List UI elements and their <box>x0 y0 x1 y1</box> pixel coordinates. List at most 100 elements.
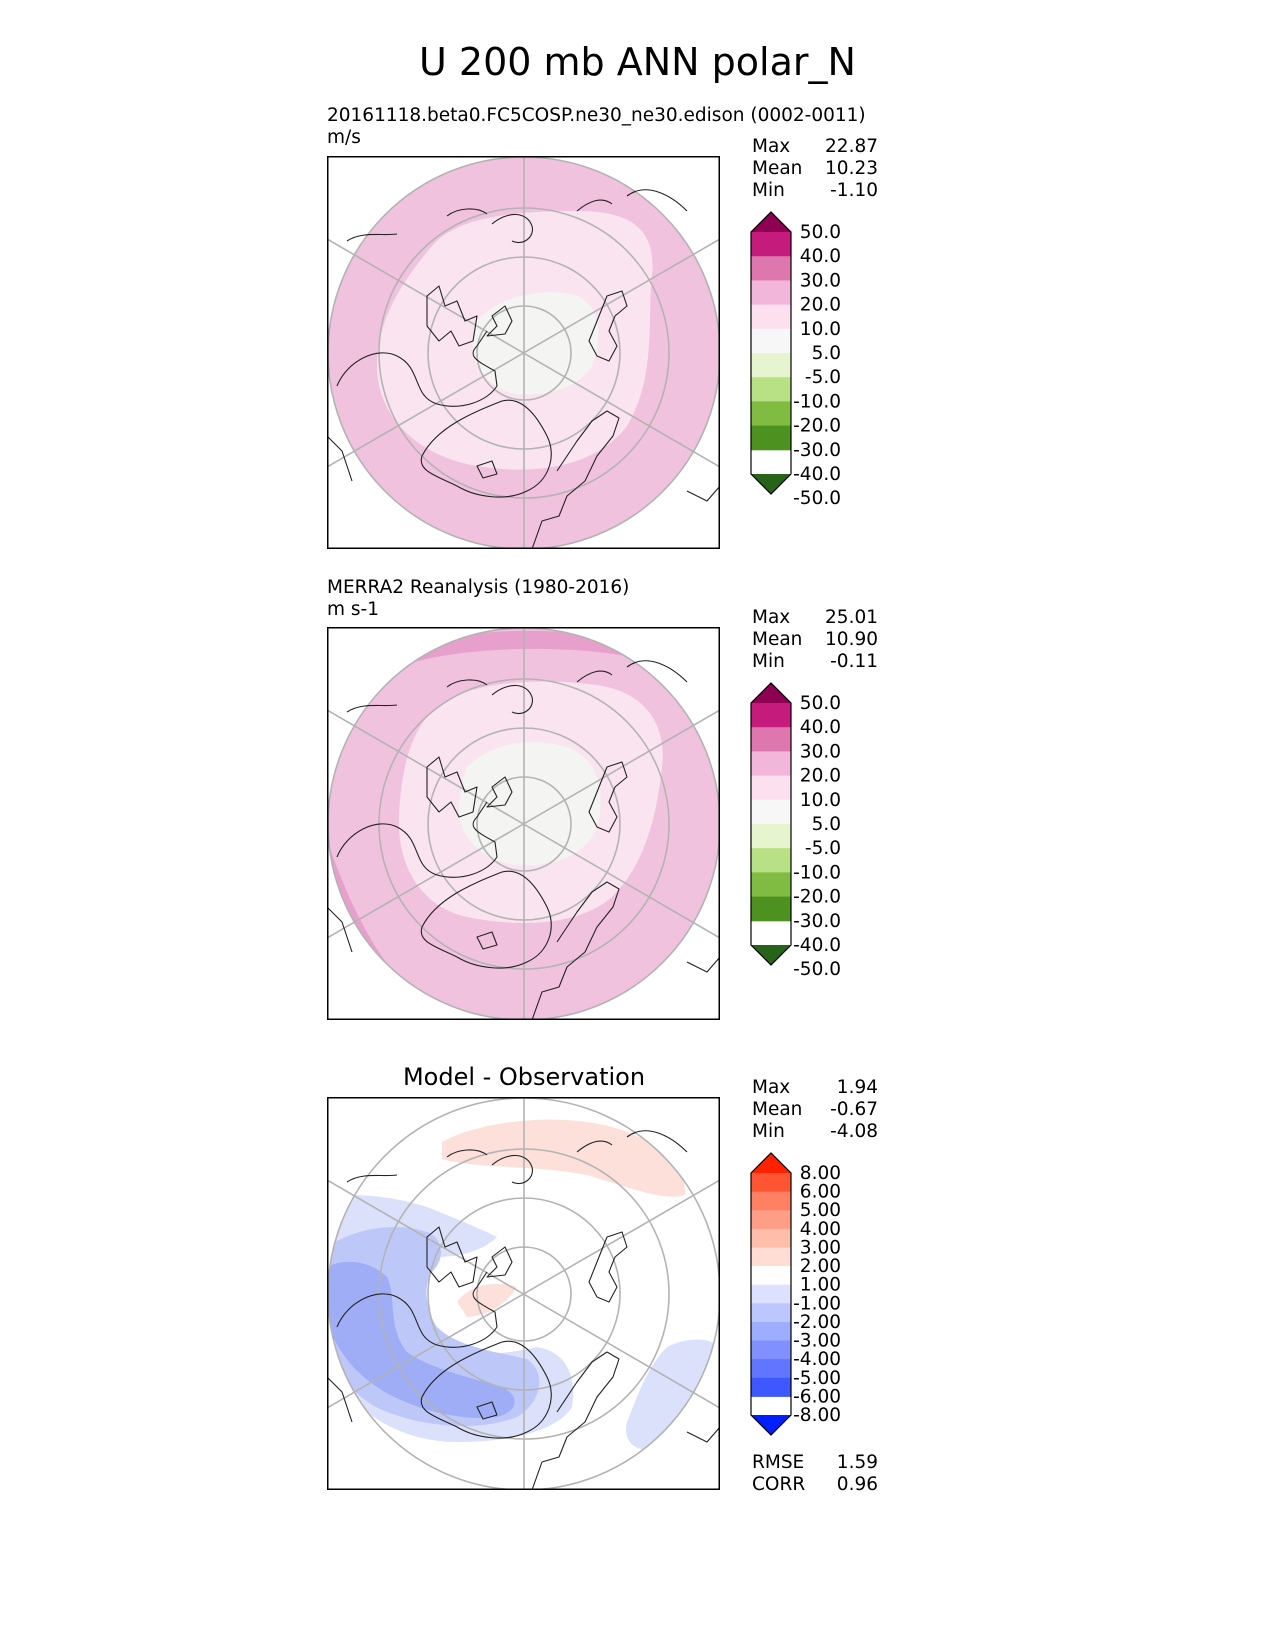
stat-min: Min -4.08 <box>752 1121 878 1142</box>
field-pole <box>458 742 601 866</box>
colorbar-outline <box>750 682 792 966</box>
colorbar-tick-label: 2.00 <box>800 1256 841 1277</box>
colorbar-tick-label: 40.0 <box>800 246 841 267</box>
panel-3-title: Model - Observation <box>402 1063 646 1091</box>
colorbar-tick-label: 20.0 <box>800 766 841 787</box>
metric-rmse: RMSE 1.59 <box>752 1452 878 1473</box>
colorbar-tick-label: -30.0 <box>793 911 841 932</box>
colorbar-segment <box>751 1377 791 1397</box>
panel-1-units: m/s <box>327 127 361 148</box>
panel-1-stats: Max 22.87 Mean 10.23 Min -1.10 <box>752 136 878 202</box>
colorbar-panel-3: 8.006.005.004.003.002.001.00-1.00-2.00-3… <box>750 1152 841 1436</box>
colorbar-tick-label: -20.0 <box>793 416 841 437</box>
colorbar-tick-label: -8.00 <box>793 1405 841 1426</box>
colorbar-segment <box>751 1247 791 1267</box>
colorbar-segment <box>751 1228 791 1248</box>
colorbar-tick-label: -5.0 <box>805 838 841 859</box>
stat-mean: Mean 10.23 <box>752 158 878 179</box>
coastlines <box>327 1130 720 1490</box>
colorbar-extend-max <box>751 212 791 232</box>
stat-max: Max 22.87 <box>752 136 878 157</box>
coastlines <box>327 189 720 549</box>
colorbar-tick-label: -20.0 <box>793 887 841 908</box>
colorbar-outline <box>750 1152 792 1436</box>
map-panel-2 <box>327 627 720 1020</box>
colorbar-tick-label: -5.00 <box>793 1368 841 1389</box>
colorbar-segment <box>751 1340 791 1360</box>
colorbar-segment <box>751 353 791 378</box>
metric-corr: CORR 0.96 <box>752 1474 878 1495</box>
map-frame <box>327 1097 720 1490</box>
colorbar-panel-2: 50.0 40.0 30.0 20.0 10.0 5.0 -5.0 -10.0 -20.0 -30… <box>750 682 841 980</box>
colorbar-tick-label: 8.00 <box>800 1163 841 1184</box>
stat-mean: Mean 10.90 <box>752 629 878 650</box>
colorbar-tick-label: 30.0 <box>800 741 841 762</box>
colorbar-segment <box>751 328 791 354</box>
colorbar-segment <box>751 1284 791 1304</box>
colorbar-segment <box>751 425 791 451</box>
colorbar-segment <box>751 1210 791 1230</box>
stat-min: Min -1.10 <box>752 180 878 201</box>
colorbar-extend-max <box>751 683 791 703</box>
colorbar-segment <box>751 703 791 728</box>
colorbar-tick-label: 1.00 <box>800 1275 841 1296</box>
colorbar-tick-label: 5.0 <box>812 343 841 364</box>
colorbar-extend-max <box>751 1153 791 1173</box>
colorbar-tick-label: -2.00 <box>793 1312 841 1333</box>
colorbar-segment <box>751 896 791 922</box>
field-positive-band <box>442 1119 686 1197</box>
colorbar-tick-label: 50.0 <box>800 693 841 714</box>
colorbar-tick-label: 50.0 <box>800 222 841 243</box>
colorbar-tick-label: -3.00 <box>793 1331 841 1352</box>
stat-min: Min -0.11 <box>752 651 878 672</box>
colorbar-segment <box>751 872 791 898</box>
map-frame <box>327 627 720 1020</box>
colorbar-tick-label: 4.00 <box>800 1219 841 1240</box>
map-panel-3 <box>327 1097 720 1490</box>
colorbar-tick-label: 20.0 <box>800 295 841 316</box>
coastlines <box>327 660 720 1020</box>
colorbar-extend-min <box>751 945 791 965</box>
colorbar-tick-label: 5.00 <box>800 1200 841 1221</box>
colorbar-segment <box>751 824 791 849</box>
colorbar-tick-label: -50.0 <box>793 959 841 980</box>
colorbar-segment <box>751 848 791 873</box>
colorbar-tick-label: 5.0 <box>812 814 841 835</box>
colorbar-tick-label: 10.0 <box>800 790 841 811</box>
colorbar-segment <box>751 775 791 801</box>
stat-mean: Mean -0.67 <box>752 1099 878 1120</box>
colorbar-segment <box>751 377 791 402</box>
colorbar-segment <box>751 280 791 306</box>
stat-max: Max 25.01 <box>752 607 878 628</box>
field-positive-patch <box>457 1283 517 1317</box>
colorbar-tick-label: -40.0 <box>793 464 841 485</box>
panel-2-stats: Max 25.01 Mean 10.90 Min -0.11 <box>752 607 878 673</box>
colorbar-segment <box>751 1303 791 1323</box>
colorbar-tick-label: 6.00 <box>800 1182 841 1203</box>
panel-2-title: MERRA2 Reanalysis (1980-2016) <box>327 577 630 598</box>
colorbar-extend-min <box>751 474 791 494</box>
colorbar-outline <box>750 211 792 495</box>
colorbar-panel-1: 50.0 40.0 30.0 20.0 10.0 5.0 -5.0 -10.0 -20.0 -30… <box>750 211 841 509</box>
colorbar-tick-label: -4.00 <box>793 1349 841 1370</box>
colorbar-segment <box>751 256 791 281</box>
colorbar-segment <box>751 1266 791 1286</box>
map-frame <box>327 156 720 549</box>
colorbar-segment <box>751 1321 791 1342</box>
map-panel-1 <box>327 156 720 549</box>
colorbar-tick-label: 3.00 <box>800 1237 841 1258</box>
colorbar-segment <box>751 727 791 752</box>
colorbar-segment <box>751 1191 791 1211</box>
colorbar-tick-label: -6.00 <box>793 1386 841 1407</box>
colorbar-segment <box>751 1173 791 1193</box>
stat-max: Max 1.94 <box>752 1077 878 1098</box>
field-negative-1-east <box>626 1339 717 1450</box>
panel-3-stats: Max 1.94 Mean -0.67 Min -4.08 <box>752 1077 878 1143</box>
colorbar-segment <box>751 401 791 427</box>
colorbar-segment <box>751 304 791 330</box>
field-negative-3 <box>328 1261 515 1418</box>
panel-3-metrics: RMSE 1.59 CORR 0.96 <box>752 1452 878 1496</box>
panel-2-units: m s-1 <box>327 599 379 620</box>
colorbar-tick-label: -1.00 <box>793 1293 841 1314</box>
figure-title: U 200 mb ANN polar_N <box>419 40 856 84</box>
